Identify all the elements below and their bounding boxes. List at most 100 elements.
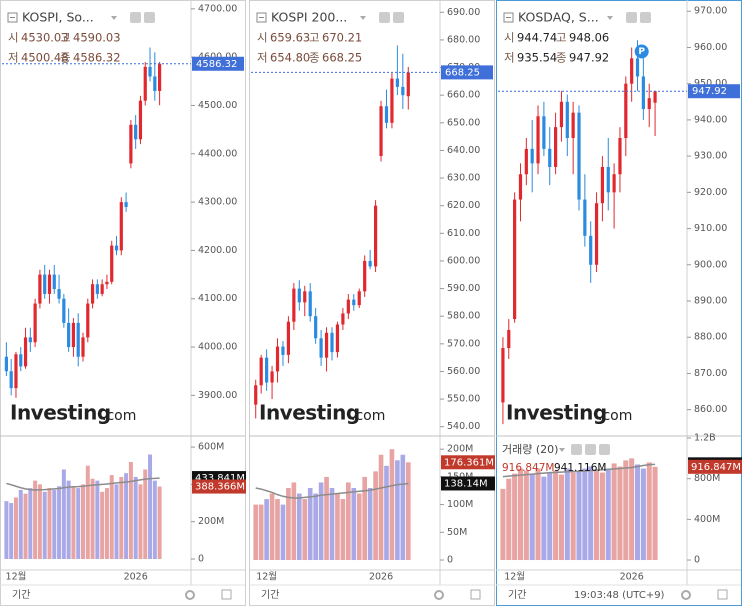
volume-bar [329, 487, 335, 561]
volume-bar [529, 473, 535, 561]
watermark: .com [102, 408, 136, 424]
period-button[interactable]: 기간 [508, 589, 526, 601]
candle-body [47, 274, 52, 294]
candle-body [330, 332, 334, 353]
ohlc-name: 종 [309, 51, 320, 65]
volume-bar [109, 475, 114, 559]
volume-bar [564, 468, 570, 561]
footer-settings-icon[interactable] [185, 590, 195, 600]
volume-bar [37, 484, 42, 559]
legend-eye-icon[interactable] [571, 444, 582, 455]
legend-last-volume: 916.847M [502, 462, 554, 474]
volume-bar [611, 463, 617, 561]
candle-body [594, 203, 599, 265]
settings-icon[interactable] [640, 12, 651, 23]
candle-body [319, 338, 323, 358]
footer-settings-icon[interactable] [681, 590, 691, 600]
y-tick-label: 660.00 [447, 90, 480, 101]
volume-bar [558, 474, 564, 561]
y-tick-label: 3900.00 [198, 390, 237, 401]
settings-icon[interactable] [393, 12, 404, 23]
volume-bar [318, 482, 324, 561]
legend-dropdown[interactable] [559, 448, 565, 452]
ohlc-name: 종 [60, 51, 71, 65]
candle-body [138, 100, 143, 140]
ohlc-value: 670.21 [322, 31, 362, 45]
volume-bar [356, 493, 362, 561]
volume-bar [18, 489, 23, 559]
y-tick-label: 4700.00 [198, 3, 237, 14]
ohlc-name: 고 [556, 31, 567, 45]
volume-bar [335, 493, 340, 561]
period-button[interactable]: 기간 [261, 589, 279, 601]
volume-bar [646, 462, 652, 561]
eye-icon[interactable] [130, 12, 141, 23]
volume-bar [640, 468, 646, 561]
volume-bar [378, 454, 384, 561]
volume-bar [90, 478, 95, 559]
title-dropdown[interactable] [607, 16, 613, 20]
volume-bar [512, 473, 518, 561]
settings-icon[interactable] [144, 12, 155, 23]
volume-bar [13, 497, 18, 559]
x-tick-label: 12월 [256, 571, 277, 583]
footer-expand-icon[interactable] [717, 589, 728, 600]
clock: 19:03:48 (UTC+9) [574, 590, 665, 601]
candle-body [395, 78, 399, 87]
title-dropdown[interactable] [360, 16, 366, 20]
candle-body [86, 303, 90, 338]
volume-bar [588, 466, 594, 561]
y-tick-label: 950.00 [694, 78, 727, 89]
volume-bar [81, 484, 85, 559]
y-tick-label: 680.00 [447, 34, 480, 45]
candle-body [324, 332, 329, 358]
footer-expand-icon[interactable] [221, 589, 232, 600]
candle-body [4, 356, 8, 372]
legend-settings-icon[interactable] [585, 444, 596, 455]
title-dropdown[interactable] [111, 16, 117, 20]
candle-body [314, 316, 318, 339]
ohlc-value: 659.63 [270, 31, 310, 45]
candle-body [530, 148, 534, 164]
volume-bar [541, 476, 547, 561]
volume-bar [269, 493, 275, 561]
eye-icon[interactable] [379, 12, 390, 23]
legend-close-icon[interactable] [599, 444, 610, 455]
panel-border [0, 0, 246, 606]
volume-bar [253, 504, 259, 561]
candle-body [553, 127, 558, 167]
y-tick-label: 940.00 [694, 114, 727, 125]
watermark: .com [351, 408, 385, 424]
candle-body [28, 337, 32, 343]
last-price-label: 668.25 [445, 67, 480, 78]
y-tick-label: 590.00 [447, 283, 480, 294]
footer-settings-icon[interactable] [434, 590, 444, 600]
candle-body [71, 322, 76, 348]
ohlc-value: 935.54 [517, 51, 557, 65]
volume-bar [157, 486, 162, 559]
last-volume-value: 176.361M [444, 457, 494, 468]
x-tick-label: 12월 [6, 571, 27, 583]
volume-bar [66, 480, 71, 559]
volume-bar [500, 488, 506, 561]
period-button[interactable]: 기간 [12, 589, 30, 601]
candle-body [507, 329, 511, 349]
y-tick-label: 890.00 [694, 295, 727, 306]
candle-body [259, 357, 263, 386]
eye-icon[interactable] [626, 12, 637, 23]
last-price-label: 947.92 [692, 86, 727, 97]
y-tick-label: 870.00 [694, 368, 727, 379]
volume-bar [100, 491, 105, 559]
ohlc-value: 654.80 [270, 51, 310, 65]
volume-bar [313, 493, 318, 561]
volume-legend: 거래량 (20) [502, 443, 558, 456]
footer-expand-icon[interactable] [470, 589, 481, 600]
watermark: .com [598, 408, 632, 424]
candle-body [105, 281, 109, 285]
candle-body [254, 385, 258, 405]
legend-volume-ma: 941.116M [554, 462, 606, 474]
candle-body [390, 78, 394, 123]
candle-body [303, 291, 307, 303]
volume-bar [384, 465, 389, 561]
event-marker[interactable] [634, 44, 649, 59]
